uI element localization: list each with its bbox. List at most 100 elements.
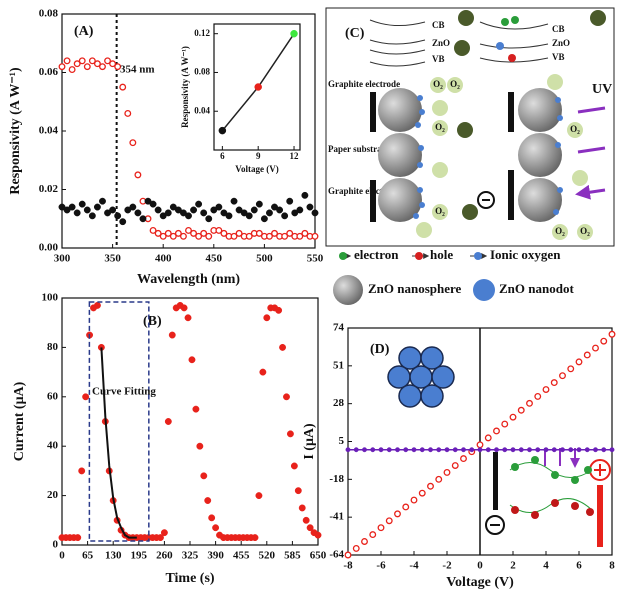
oxygen-label: O₂ [580, 226, 590, 236]
data-point [312, 210, 318, 216]
figure: (C) CB ZnO VB CB ZnO VB Graphite electro… [0, 0, 618, 589]
data-point [89, 213, 95, 219]
electrode [370, 180, 376, 222]
band-label: ZnO [552, 38, 570, 48]
ion [496, 42, 504, 50]
x-tick-label: 8 [609, 560, 615, 572]
y-tick-label: 0.00 [39, 242, 59, 254]
data-point [395, 511, 401, 517]
x-tick-label: 0 [477, 560, 483, 572]
data-point [275, 307, 281, 313]
data-point [354, 448, 358, 452]
oxygen-label: O₂ [435, 122, 445, 132]
legend-nanodot [473, 279, 495, 301]
x-tick-label: 350 [104, 253, 121, 265]
x-tick-label: 9 [256, 151, 261, 161]
y-tick-label: 51 [333, 359, 344, 371]
data-point [200, 210, 206, 216]
data-point [252, 534, 258, 540]
band-label: VB [552, 52, 565, 62]
data-point [535, 394, 541, 400]
data-point [79, 201, 85, 207]
data-point [299, 505, 305, 511]
y-tick-label: 0.02 [39, 183, 59, 195]
data-point [75, 534, 81, 540]
data-point [470, 448, 474, 452]
data-point [551, 380, 557, 386]
data-point [206, 234, 212, 240]
data-point [155, 207, 161, 213]
x-tick-label: 325 [182, 550, 199, 562]
y-axis-label: Current (μA) [12, 381, 27, 461]
nanosphere [518, 133, 562, 177]
x-tick-label: 6 [576, 560, 582, 572]
y-tick-label: 20 [47, 489, 59, 501]
band-label: CB [432, 20, 445, 30]
y-tick-label: 74 [333, 322, 345, 334]
data-point [190, 207, 196, 213]
data-point [197, 443, 203, 449]
data-point [266, 210, 272, 216]
data-point [69, 67, 75, 73]
oxygen-label: O₂ [570, 124, 580, 134]
data-point [387, 448, 391, 452]
data-point [444, 470, 450, 476]
data-point [291, 463, 297, 469]
series-line [101, 347, 136, 537]
x-axis-label: Wavelength (nm) [137, 272, 240, 287]
chart-panel: 0651301952603253904555205856500204060801… [12, 292, 327, 587]
data-point [428, 448, 432, 452]
data-point [251, 207, 257, 213]
x-tick-label: 500 [256, 253, 273, 265]
electron [511, 16, 519, 24]
x-tick-label: -6 [376, 560, 386, 572]
x-tick-label: 260 [156, 550, 173, 562]
data-point [403, 504, 409, 510]
oxygen [457, 122, 473, 138]
data-point [74, 210, 80, 216]
data-point [371, 448, 375, 452]
data-point [560, 448, 564, 452]
data-point [494, 428, 500, 434]
x-tick-label: 130 [105, 550, 122, 562]
data-point [226, 213, 232, 219]
data-point [64, 58, 70, 64]
data-point [201, 473, 207, 479]
data-point [412, 448, 416, 452]
chart-panel: 69120.040.080.12Voltage (V)Responsivity … [180, 24, 300, 174]
data-point [477, 442, 483, 448]
x-tick-label: 12 [290, 151, 300, 161]
data-point [503, 448, 507, 452]
data-point [206, 216, 212, 222]
data-point [185, 315, 191, 321]
band-label: ZnO [432, 38, 450, 48]
annotation: Curve Fitting [92, 386, 156, 398]
x-tick-label: 455 [233, 550, 250, 562]
y-tick-label: -41 [329, 511, 344, 523]
legend-ion [474, 252, 482, 260]
x-axis-label: Voltage (V) [235, 164, 278, 174]
oxygen-label: O₂ [450, 79, 460, 89]
legend-label: hole [430, 247, 453, 262]
band-label: CB [552, 24, 565, 34]
data-point [544, 448, 548, 452]
data-point [264, 315, 270, 321]
data-point [130, 204, 136, 210]
data-point [135, 210, 141, 216]
data-point [411, 497, 417, 503]
data-point [303, 517, 309, 523]
x-tick-label: 4 [543, 560, 549, 572]
data-point [395, 448, 399, 452]
data-point [120, 218, 126, 224]
x-tick-label: 390 [207, 550, 224, 562]
data-point [185, 213, 191, 219]
data-point [536, 448, 540, 452]
data-point [307, 204, 313, 210]
oxygen [462, 204, 478, 220]
y-tick-label: 0.08 [194, 67, 210, 77]
d-inset-graphics [388, 347, 610, 547]
data-point [261, 216, 267, 222]
electrode-label: Graphite electrode [328, 79, 400, 89]
panel-label: (C) [345, 26, 365, 41]
chart-panel: -8-6-4-202468-64-41-185285174(D)Voltage … [302, 322, 615, 589]
